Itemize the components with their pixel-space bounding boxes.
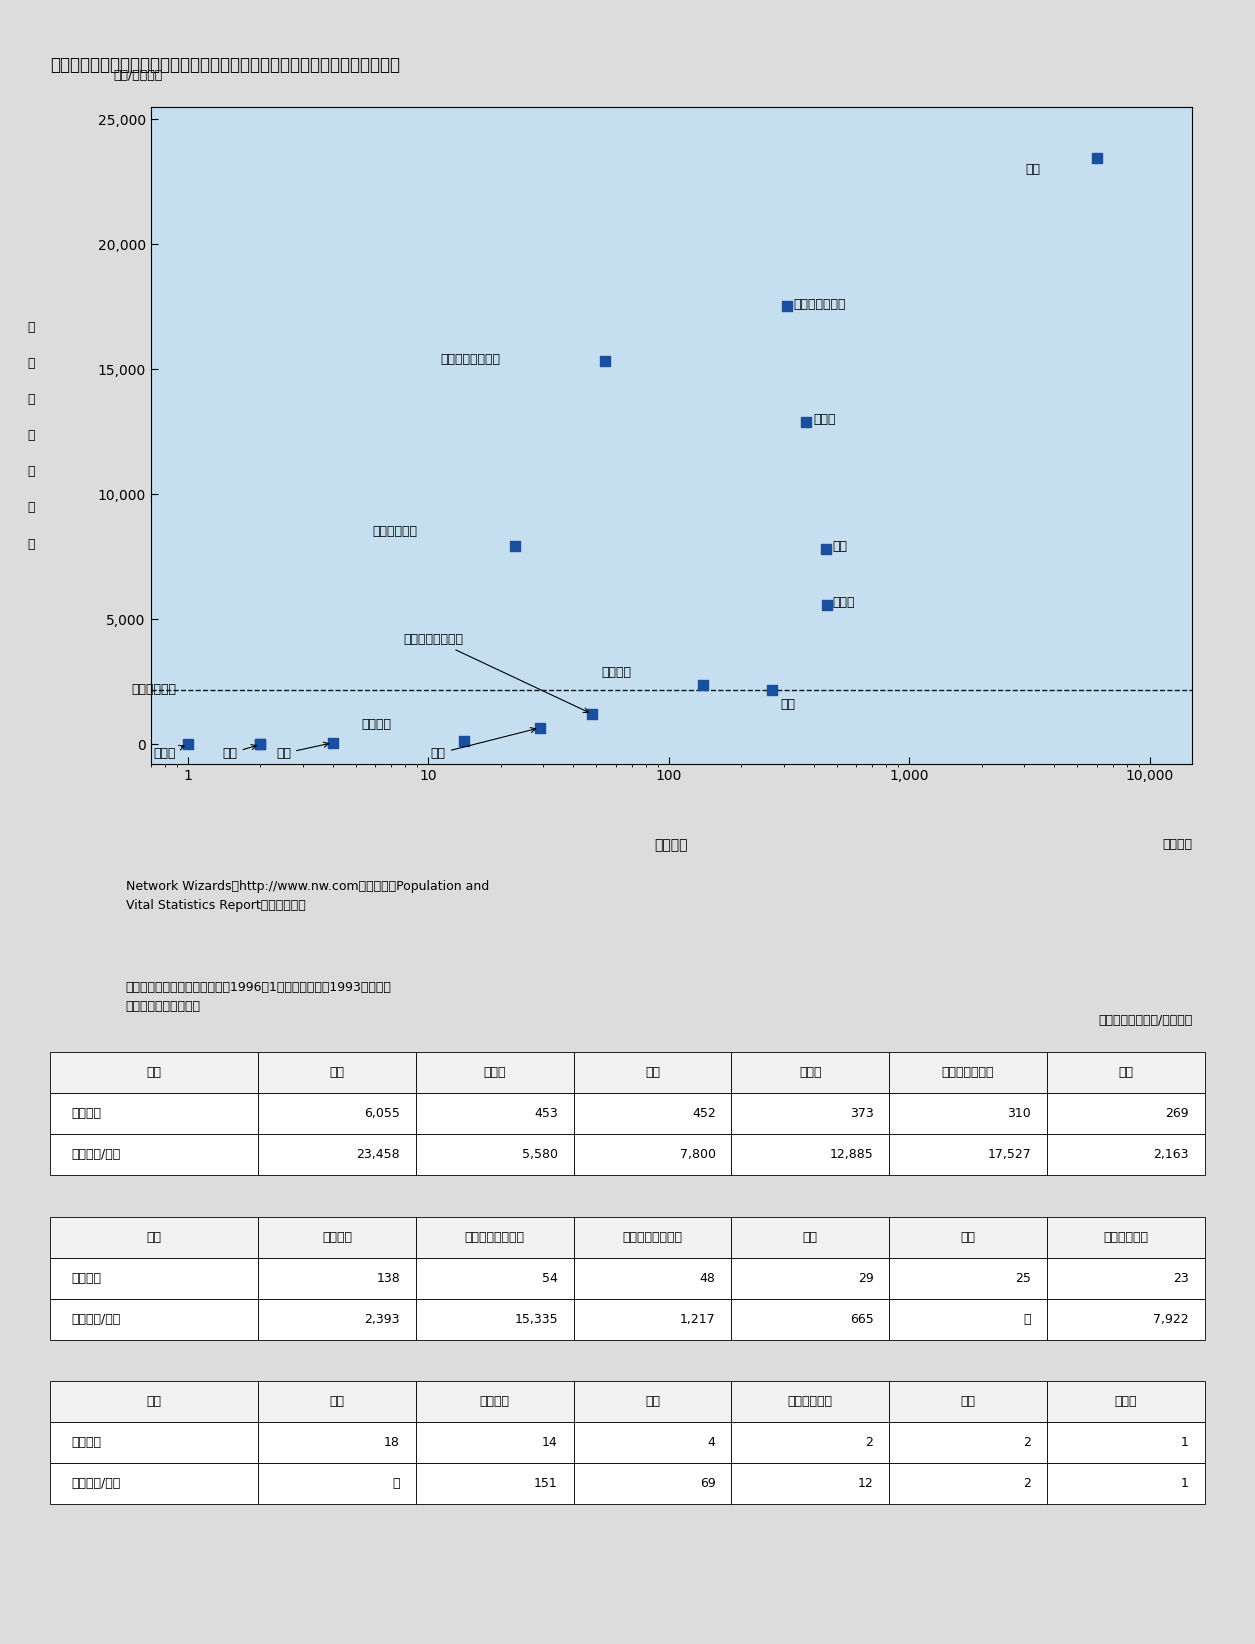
Text: 英国: 英国 xyxy=(833,541,847,554)
Point xyxy=(453,728,473,755)
Point xyxy=(1087,145,1107,171)
Text: 数: 数 xyxy=(28,429,35,442)
Text: メキシコ: メキシコ xyxy=(361,718,392,732)
Text: カナダ: カナダ xyxy=(813,413,836,426)
Text: シンガポール: シンガポール xyxy=(373,526,418,539)
Point xyxy=(250,732,270,758)
Text: インド: インド xyxy=(153,745,184,760)
Text: 韓国: 韓国 xyxy=(430,728,536,760)
Text: ス: ス xyxy=(28,357,35,370)
Point xyxy=(762,677,782,704)
Text: 南アフリカ共和国: 南アフリカ共和国 xyxy=(404,633,589,712)
Text: 日本: 日本 xyxy=(781,699,796,710)
Text: 人: 人 xyxy=(28,501,35,515)
Point xyxy=(595,349,615,375)
Point xyxy=(530,715,550,741)
Point xyxy=(250,732,270,758)
Text: ／: ／ xyxy=(28,465,35,478)
Text: ドイツ: ドイツ xyxy=(833,595,855,608)
Text: （注）ホストコンピュータ数は1996年1月現在、人口は1993年現在の
　　データを用いた。: （注）ホストコンピュータ数は1996年1月現在、人口は1993年現在の データを… xyxy=(126,981,392,1013)
Point xyxy=(797,409,817,436)
Point xyxy=(777,293,797,319)
Point xyxy=(817,536,837,562)
Point xyxy=(323,730,343,756)
Text: Network Wizards（http://www.nw.com）、国連「Population and
Vital Statistics Report」により: Network Wizards（http://www.nw.com）、国連「Po… xyxy=(126,880,488,911)
Text: ト: ト xyxy=(28,393,35,406)
Text: オーストラリア: オーストラリア xyxy=(793,298,846,311)
Text: ニュージーランド: ニュージーランド xyxy=(441,353,501,367)
Point xyxy=(178,732,198,758)
Text: （台/百万人）: （台/百万人） xyxy=(113,69,162,82)
Point xyxy=(582,700,602,727)
Text: タイ: タイ xyxy=(276,741,329,760)
Point xyxy=(506,533,526,559)
Text: （千台）: （千台） xyxy=(1162,838,1192,852)
Point xyxy=(817,592,837,618)
Text: ホスト数: ホスト数 xyxy=(655,838,688,853)
Text: 第３－１－７図　人口規模とインターネット接続ホストコンピュータ数の関係: 第３－１－７図 人口規模とインターネット接続ホストコンピュータ数の関係 xyxy=(50,56,400,74)
Text: フランス: フランス xyxy=(601,666,631,679)
Text: 口: 口 xyxy=(28,538,35,551)
Text: ホ: ホ xyxy=(28,321,35,334)
Text: （単位：千台、台/百万人）: （単位：千台、台/百万人） xyxy=(1098,1014,1192,1028)
Text: インドネシア: インドネシア xyxy=(132,682,177,695)
Point xyxy=(693,671,713,697)
Text: 米国: 米国 xyxy=(1025,163,1040,176)
Text: 中国: 中国 xyxy=(222,745,256,760)
